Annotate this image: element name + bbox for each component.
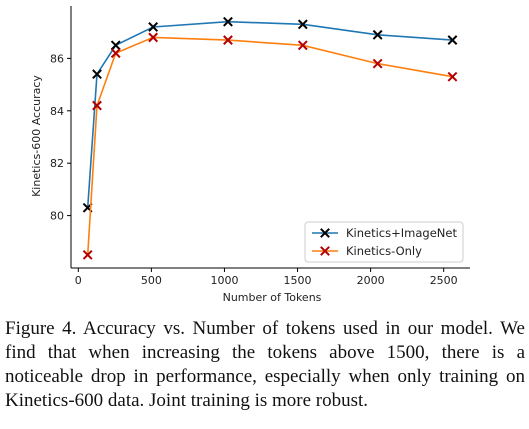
series-line-1 bbox=[86, 36, 453, 255]
x-axis-label: Number of Tokens bbox=[223, 291, 322, 304]
data-point bbox=[148, 22, 159, 32]
y-tick-label: 84 bbox=[50, 105, 64, 118]
data-point bbox=[372, 29, 383, 40]
legend-marker bbox=[320, 228, 330, 238]
y-tick-label: 82 bbox=[50, 157, 64, 170]
data-point bbox=[297, 40, 308, 51]
x-tick-label: 0 bbox=[75, 274, 82, 287]
x-tick-label: 1000 bbox=[210, 274, 238, 287]
axes: 0 500 1000 1500 2000 2500 80 82 84 86 bbox=[50, 6, 470, 287]
data-point bbox=[223, 16, 233, 27]
y-tick-label: 80 bbox=[50, 210, 64, 223]
data-point bbox=[223, 35, 233, 45]
chart: 0 500 1000 1500 2000 2500 80 82 84 86 Kinetics+Im… bbox=[30, 6, 470, 304]
x-tick-label: 2000 bbox=[357, 274, 385, 287]
x-tick-label: 2500 bbox=[430, 274, 458, 287]
y-axis-label: Kinetics-600 Accuracy bbox=[30, 75, 43, 197]
data-point bbox=[92, 100, 102, 111]
data-point bbox=[297, 19, 308, 30]
legend-label: Kinetics-Only bbox=[346, 244, 422, 258]
series-line-0 bbox=[86, 20, 453, 208]
data-point bbox=[110, 48, 121, 59]
legend-box bbox=[304, 221, 464, 263]
data-point bbox=[82, 249, 93, 260]
data-point bbox=[447, 35, 458, 45]
legend-label: Kinetics+ImageNet bbox=[346, 226, 457, 240]
x-tick-label: 500 bbox=[141, 274, 162, 287]
x-tick-label: 1500 bbox=[284, 274, 312, 287]
data-point bbox=[447, 71, 458, 82]
series-layer bbox=[82, 16, 458, 260]
data-point bbox=[110, 40, 121, 51]
y-tick-label: 86 bbox=[50, 52, 64, 65]
legend-marker bbox=[320, 246, 330, 256]
figure-caption: Figure 4. Accuracy vs. Number of tokens … bbox=[5, 318, 525, 411]
data-point bbox=[92, 69, 102, 80]
data-point bbox=[148, 32, 159, 43]
legend: Kinetics+ImageNet Kinetics-Only bbox=[304, 221, 464, 263]
data-point bbox=[372, 58, 383, 69]
